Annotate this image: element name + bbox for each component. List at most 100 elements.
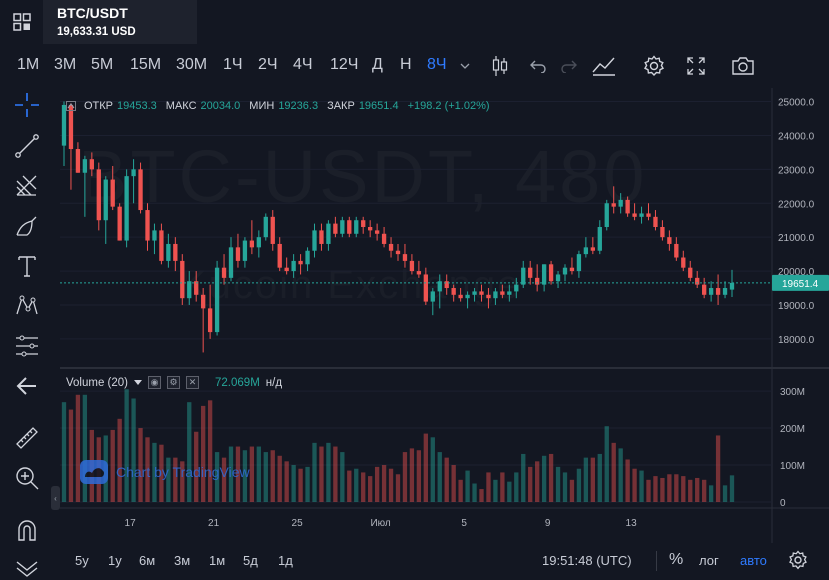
magnet-icon[interactable] [10,513,44,547]
range-1d[interactable]: 1д [278,553,293,568]
timeframe-12h[interactable]: 12Ч [330,56,359,73]
percent-scale-button[interactable]: % [669,551,684,568]
volume-bar [695,477,700,502]
candle-body [715,288,721,295]
symbol-price: 19,633.31 USD [57,26,136,38]
chart-toolbar: 1М 3М 5М 15М 30М 1Ч 2Ч 4Ч 12Ч Д Н 8Ч [0,48,829,84]
timeframe-week[interactable]: Н [400,56,412,73]
range-1m[interactable]: 1м [209,553,226,568]
timeframe-8h[interactable]: 8Ч [427,56,447,73]
back-arrow-icon[interactable] [10,369,44,403]
ruler-icon[interactable] [10,421,44,455]
trendline-icon[interactable] [10,129,44,163]
candle-body [270,216,275,244]
symbol-selector[interactable]: BTC/USDT 19,633.31 USD [43,0,197,44]
fib-icon[interactable] [10,169,44,203]
volume-bar [458,479,463,502]
volume-axis-label: 100M [780,461,805,472]
candle-body [681,257,686,268]
tradingview-branding-text: Chart by TradingView [116,464,250,480]
pattern-icon[interactable] [10,289,44,323]
timeframe-4h[interactable]: 4Ч [293,56,313,73]
chevron-down-icon[interactable] [451,52,479,80]
volume-bar [660,477,665,502]
redo-icon[interactable] [555,52,583,80]
volume-bar [214,452,220,502]
text-icon[interactable] [10,249,44,283]
candle-body [507,291,512,295]
range-5y[interactable]: 5y [75,553,89,568]
undo-icon[interactable] [524,52,552,80]
volume-bar [430,437,435,502]
candle-body [201,294,206,309]
timeframe-day[interactable]: Д [372,56,383,73]
log-scale-button[interactable]: лог [699,553,719,568]
gear-icon[interactable]: ⚙ [167,376,181,389]
tradingview-branding[interactable]: Chart by TradingView [80,460,250,484]
price-axis-label: 19000.0 [778,301,815,312]
volume-bar [381,465,387,502]
range-3m[interactable]: 3м [174,553,191,568]
candle-body [82,159,88,173]
eye-icon[interactable]: ◉ [148,376,162,389]
high-value: 20034.0 [200,100,241,112]
volume-title[interactable]: Volume (20) [66,376,129,389]
camera-icon[interactable] [729,52,757,80]
candle-body [409,260,415,272]
volume-bar [388,468,394,502]
range-5d[interactable]: 5д [243,553,258,568]
volume-bar [486,472,491,502]
candle-body [68,104,74,150]
auto-scale-button[interactable]: авто [740,553,767,568]
collapse-legend-icon[interactable] [66,101,76,111]
candle-body [89,159,94,170]
measure-ruler-lines-icon[interactable] [10,329,44,363]
indicators-icon[interactable] [590,52,618,80]
volume-bar [569,479,575,502]
volume-bar [235,446,241,502]
volume-bar [61,402,67,502]
volume-bar [374,466,380,502]
collapse-toolbar-handle[interactable]: ‹ [51,486,60,510]
gear-icon[interactable] [788,550,808,570]
volume-bar [416,450,422,502]
range-1y[interactable]: 1y [108,553,122,568]
candles-icon[interactable] [486,52,514,80]
candle-body [430,291,435,302]
volume-bar [681,476,686,502]
candle-body [277,243,282,268]
layout-grid-icon[interactable] [0,0,43,44]
utc-clock[interactable]: 19:51:48 (UTC) [542,553,632,568]
timeframe-1h[interactable]: 1Ч [223,56,243,73]
crosshair-icon[interactable] [10,88,44,122]
candle-body [562,267,568,275]
candle-body [569,267,575,272]
hide-drawings-icon[interactable] [10,550,44,580]
candle-body [340,220,345,234]
candlestick-chart[interactable]: 25000.0 24000.0 23000.0 22000.0 21000.0 20000… [60,88,829,543]
candle-body [583,247,589,255]
timeframe-30m[interactable]: 30М [176,56,208,73]
current-price-label: 19651.4 [782,279,819,290]
timeframe-2h[interactable]: 2Ч [258,56,278,73]
price-axis-label: 25000.0 [778,98,815,109]
timeframe-5m[interactable]: 5М [91,56,114,73]
candle-body [611,203,616,207]
candle-body [555,274,561,282]
range-6m[interactable]: 6м [139,553,156,568]
fullscreen-icon[interactable] [682,52,710,80]
brush-icon[interactable] [10,209,44,243]
timeframe-1m[interactable]: 1М [17,56,40,73]
candle-body [319,230,324,244]
timeframe-15m[interactable]: 15М [130,56,162,73]
top-bar: BTC/USDT 19,633.31 USD [0,0,829,44]
settings-icon[interactable] [640,52,668,80]
volume-bar [555,466,561,502]
timeframe-3m[interactable]: 3М [54,56,77,73]
close-icon[interactable]: ✕ [186,376,200,389]
chevron-down-icon[interactable] [134,379,143,386]
current-price-tag [772,274,829,291]
chart-pane[interactable]: BTC-USDT, 480 Kucoin Exchange 25000.0240… [60,88,829,543]
candle-body [312,230,317,251]
zoom-in-icon[interactable] [10,461,44,495]
